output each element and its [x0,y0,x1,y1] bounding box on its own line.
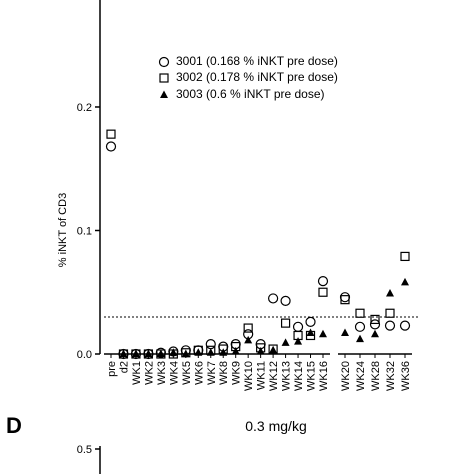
x-tick-label: WK36 [400,361,412,391]
point [341,328,349,337]
legend-label: 3002 (0.178 % iNKT pre dose) [176,70,338,84]
y-tick-label: 0.1 [77,225,92,237]
point [268,293,279,304]
legend-label: 3001 (0.168 % iNKT pre dose) [176,54,338,68]
legend-marker [160,90,168,98]
y-axis-label: % iNKT of CD3 [57,193,69,267]
x-tick-label: WK7 [206,361,218,385]
legend-label: 3003 (0.6 % iNKT pre dose) [176,87,325,101]
panel-label: D [6,413,22,438]
x-tick-label: WK5 [181,361,193,385]
x-tick-label: WK6 [193,361,205,385]
point [305,316,316,327]
point [119,349,128,357]
x-tick-label: WK13 [281,361,293,391]
x-tick-label: WK2 [143,361,155,385]
point [318,287,328,297]
x-tick-label: WK12 [268,361,280,391]
point [371,329,379,338]
y-tick-label: 0.0 [77,349,92,361]
point [370,314,380,325]
point [306,328,315,337]
point [354,321,366,332]
point [339,292,351,303]
point [219,348,228,356]
x-tick-label: WK14 [293,361,305,391]
point [269,345,278,354]
point [105,141,117,152]
panel-title: 0.3 mg/kg [245,418,306,434]
x-tick-label: pre [106,361,118,377]
point [243,323,253,333]
x-tick-label: WK16 [318,361,330,391]
point [205,339,216,350]
point [131,349,140,357]
point [256,347,265,355]
y-tick-label: 0.2 [77,102,92,114]
point [292,321,304,332]
x-tick-label: WK11 [256,361,268,390]
x-tick-label: WK28 [370,361,382,391]
legend-marker [159,73,169,83]
x-tick-label: WK24 [355,361,367,391]
point [169,348,178,356]
point [156,349,165,357]
point [384,320,396,331]
point [369,319,381,330]
point [318,329,327,338]
point [144,349,153,357]
point [386,288,394,297]
point [206,348,215,356]
point [400,251,410,262]
x-tick-label: WK32 [385,361,397,391]
x-tick-label: WK10 [243,361,255,391]
point [280,295,291,306]
point [280,318,291,328]
x-tick-label: WK4 [168,361,180,385]
x-tick-label: d2 [118,361,130,373]
x-tick-label: WK8 [218,361,230,385]
legend-marker [158,56,170,68]
point [281,338,290,346]
point [317,276,329,287]
point [194,348,203,356]
point [181,349,190,357]
y-tick-label: 0.5 [77,444,92,456]
point [356,334,364,343]
point [355,308,365,318]
point [399,320,411,331]
point [244,335,253,344]
point [385,308,395,318]
point [231,347,240,355]
x-tick-label: WK15 [306,361,318,391]
point [340,295,350,305]
x-tick-label: WK20 [340,361,352,391]
x-tick-label: WK1 [131,361,143,385]
point [106,129,116,139]
x-tick-label: WK3 [156,361,168,385]
point [401,277,409,286]
point [294,337,303,345]
x-tick-label: WK9 [231,361,243,385]
